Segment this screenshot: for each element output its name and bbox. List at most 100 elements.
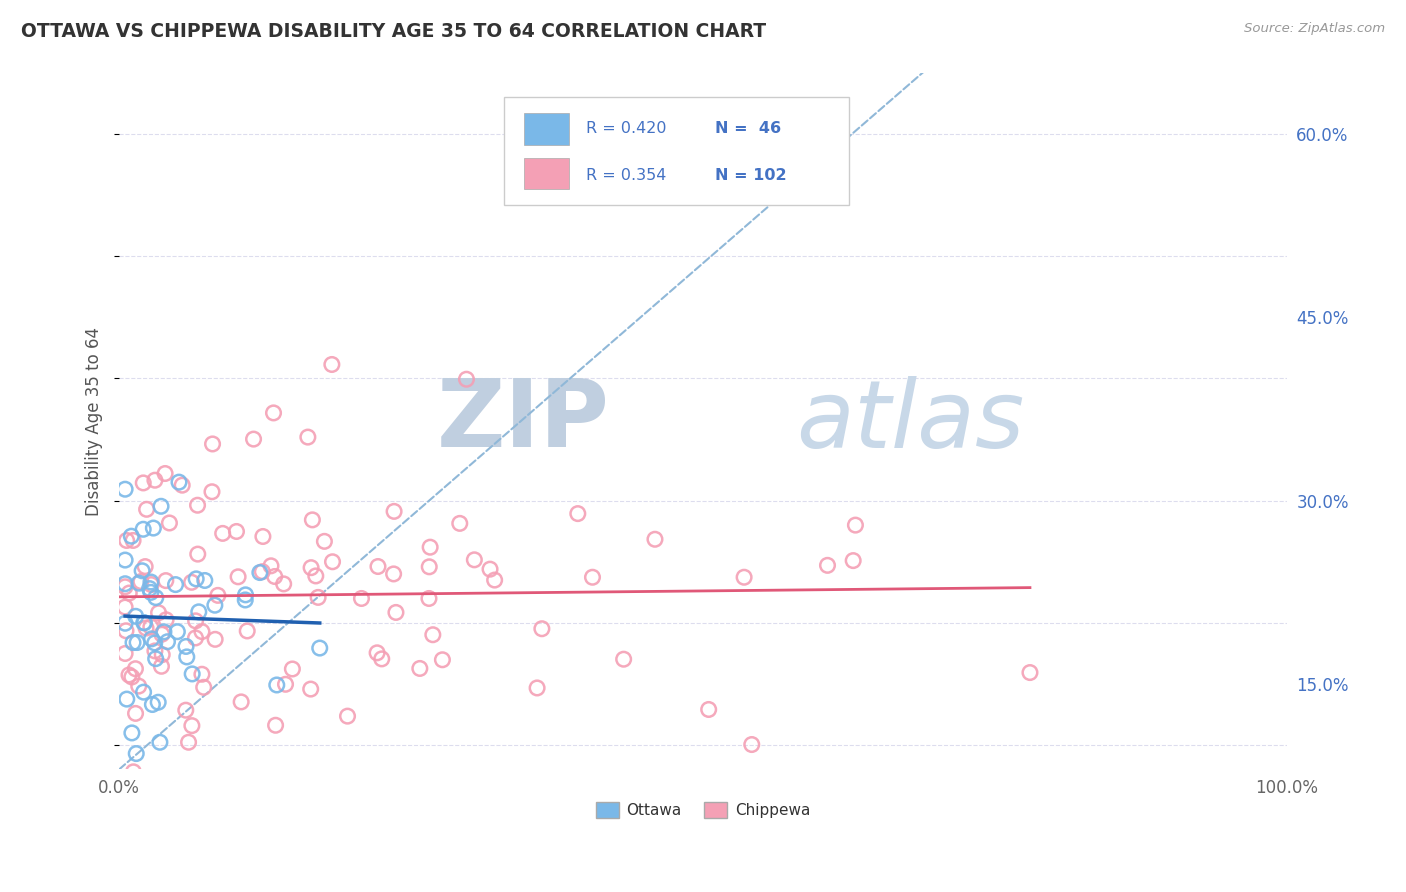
Point <box>194 574 217 588</box>
Point <box>449 516 471 531</box>
Point <box>382 566 405 581</box>
Point <box>129 574 152 589</box>
Point <box>266 678 288 692</box>
Point <box>135 621 157 635</box>
Point <box>419 540 441 554</box>
Point <box>172 478 194 492</box>
Point <box>143 644 166 658</box>
Point <box>149 735 172 749</box>
Point <box>135 502 157 516</box>
Point <box>249 566 271 580</box>
Point <box>409 661 432 675</box>
Text: atlas: atlas <box>796 376 1025 467</box>
Point <box>236 624 259 638</box>
Point <box>145 651 167 665</box>
Text: Source: ZipAtlas.com: Source: ZipAtlas.com <box>1244 22 1385 36</box>
Point <box>125 747 148 761</box>
Point <box>150 659 173 673</box>
Point <box>114 482 136 496</box>
Point <box>741 738 763 752</box>
Point <box>204 632 226 647</box>
Point <box>321 358 343 372</box>
Point <box>226 570 249 584</box>
Point <box>114 553 136 567</box>
Point <box>121 726 143 740</box>
Point <box>159 516 181 530</box>
Point <box>134 559 156 574</box>
Text: OTTAWA VS CHIPPEWA DISABILITY AGE 35 TO 64 CORRELATION CHART: OTTAWA VS CHIPPEWA DISABILITY AGE 35 TO … <box>21 22 766 41</box>
Point <box>281 662 304 676</box>
Point <box>191 624 214 639</box>
Point <box>307 591 329 605</box>
Point <box>193 681 215 695</box>
Point <box>366 646 388 660</box>
Point <box>114 576 136 591</box>
Point <box>644 533 666 547</box>
Y-axis label: Disability Age 35 to 64: Disability Age 35 to 64 <box>86 326 103 516</box>
Point <box>148 606 170 620</box>
Point <box>207 588 229 602</box>
Point <box>184 631 207 645</box>
Point <box>225 524 247 539</box>
Point <box>115 692 138 706</box>
Point <box>264 718 287 732</box>
Point <box>122 764 145 779</box>
Point <box>367 559 389 574</box>
Point <box>817 558 839 573</box>
Point <box>422 628 444 642</box>
Point <box>167 475 190 490</box>
Point <box>1019 665 1042 680</box>
Point <box>252 529 274 543</box>
Point <box>114 616 136 631</box>
Text: ZIP: ZIP <box>437 376 610 467</box>
Legend: Ottawa, Chippewa: Ottawa, Chippewa <box>589 797 817 824</box>
Point <box>385 606 408 620</box>
Point <box>301 513 323 527</box>
Point <box>176 649 198 664</box>
Point <box>165 577 187 591</box>
Point <box>187 547 209 561</box>
Point <box>155 574 177 588</box>
Point <box>371 652 394 666</box>
Point <box>150 648 173 662</box>
Point <box>141 632 163 646</box>
Point <box>114 647 136 661</box>
Point <box>314 534 336 549</box>
Point <box>697 702 720 716</box>
Point <box>336 709 359 723</box>
Point <box>115 533 138 548</box>
Point <box>180 575 202 590</box>
Point <box>184 614 207 628</box>
Point <box>177 735 200 749</box>
Text: N =  46: N = 46 <box>714 121 780 136</box>
Point <box>456 372 478 386</box>
Point <box>128 576 150 591</box>
Point <box>204 598 226 612</box>
Point <box>308 641 330 656</box>
Point <box>132 615 155 630</box>
Point <box>132 685 155 699</box>
Point <box>484 573 506 587</box>
FancyBboxPatch shape <box>505 97 849 205</box>
Text: R = 0.354: R = 0.354 <box>586 168 666 183</box>
Point <box>186 498 208 512</box>
Point <box>128 679 150 693</box>
Point <box>201 484 224 499</box>
Point <box>166 624 188 639</box>
Point <box>242 432 264 446</box>
Point <box>581 570 603 584</box>
Point <box>418 559 440 574</box>
Point <box>138 582 160 596</box>
Point <box>613 652 636 666</box>
Point <box>530 622 553 636</box>
Point <box>263 569 285 583</box>
Point <box>142 521 165 535</box>
Point <box>187 605 209 619</box>
Point <box>432 653 454 667</box>
Point <box>235 588 257 602</box>
Point <box>174 703 197 717</box>
Point <box>418 591 440 606</box>
Text: R = 0.420: R = 0.420 <box>586 121 666 136</box>
Point <box>305 569 328 583</box>
Point <box>842 553 865 567</box>
